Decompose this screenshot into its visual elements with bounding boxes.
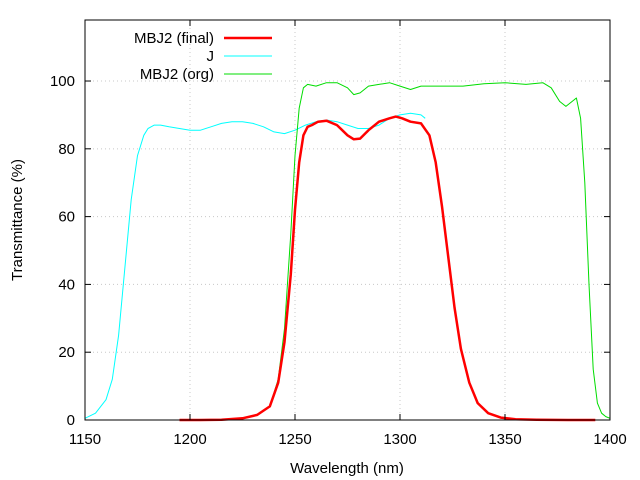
y-tick-label: 40 [58, 276, 75, 293]
y-tick-label: 0 [67, 412, 75, 429]
series-line-0 [179, 115, 596, 422]
y-tick-label: 20 [58, 344, 75, 361]
y-axis-label: Transmittance (%) [9, 159, 26, 281]
x-tick-label: 1250 [278, 431, 311, 448]
series-layer [84, 82, 611, 422]
x-tick-label: 1300 [383, 431, 416, 448]
y-tick-label: 100 [50, 73, 75, 90]
series-line-2 [179, 82, 611, 421]
y-tick-label: 60 [58, 209, 75, 226]
x-tick-label: 1400 [593, 431, 626, 448]
series-line-1 [84, 112, 426, 419]
y-tick-label: 80 [58, 141, 75, 158]
x-tick-label: 1150 [69, 431, 101, 448]
legend-label: MBJ2 (final) [134, 30, 214, 47]
tick-labels: 1150 1200 1250 1300 1350 1400 0 20 40 60 80 100 [50, 73, 627, 448]
x-axis-label: Wavelength (nm) [290, 460, 404, 477]
legend-label: MBJ2 (org) [140, 66, 214, 83]
legend-label: J [207, 48, 215, 65]
x-tick-label: 1350 [488, 431, 521, 448]
x-tick-label: 1200 [173, 431, 206, 448]
ticks [84, 20, 611, 421]
plot-frame [84, 19, 611, 421]
